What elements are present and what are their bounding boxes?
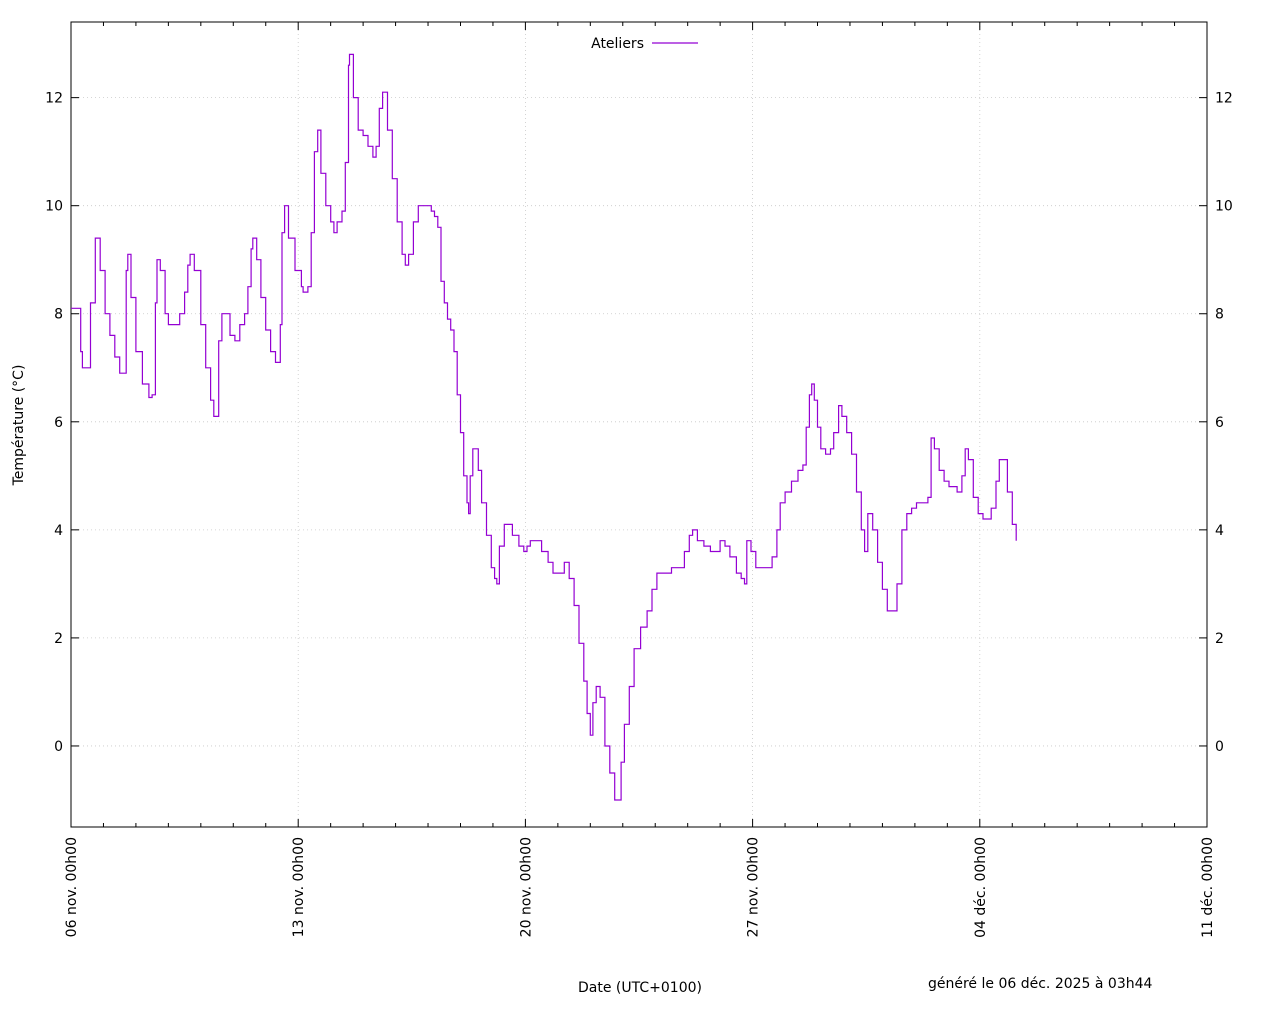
y-tick-label-right: 0 bbox=[1215, 739, 1224, 755]
y-tick-labels-left: 0 2 4 6 8 10 12 bbox=[45, 91, 63, 755]
grid bbox=[70, 22, 1208, 827]
y-tick-label-left: 2 bbox=[54, 631, 63, 647]
legend: Ateliers bbox=[591, 36, 698, 52]
y-tick-label-left: 10 bbox=[45, 199, 63, 215]
y-tick-label-left: 0 bbox=[54, 739, 63, 755]
y-tick-label-right: 4 bbox=[1215, 523, 1224, 539]
x-tick-label: 13 nov. 00h00 bbox=[291, 837, 307, 937]
axis-ticks bbox=[70, 22, 1208, 827]
y-tick-label-right: 6 bbox=[1215, 415, 1224, 431]
legend-label-ateliers: Ateliers bbox=[591, 36, 644, 52]
y-tick-label-left: 8 bbox=[54, 307, 63, 323]
y-tick-label-right: 2 bbox=[1215, 631, 1224, 647]
x-tick-label: 11 déc. 00h00 bbox=[1200, 837, 1216, 938]
y-tick-label-right: 8 bbox=[1215, 307, 1224, 323]
plot-border bbox=[70, 21, 1208, 828]
y-tick-label-left: 6 bbox=[54, 415, 63, 431]
series-line-ateliers bbox=[71, 53, 1017, 801]
y-tick-label-left: 12 bbox=[45, 91, 63, 107]
y-tick-labels-right: 0 2 4 6 8 10 12 bbox=[1215, 91, 1233, 755]
y-tick-label-right: 10 bbox=[1215, 199, 1233, 215]
x-tick-labels: 06 nov. 00h00 13 nov. 00h00 20 nov. 00h00 2… bbox=[64, 837, 1216, 938]
generated-timestamp: généré le 06 déc. 2025 à 03h44 bbox=[928, 976, 1153, 992]
x-tick-label: 27 nov. 00h00 bbox=[746, 837, 762, 937]
y-tick-label-left: 4 bbox=[54, 523, 63, 539]
x-tick-label: 06 nov. 00h00 bbox=[64, 837, 80, 937]
y-tick-label-right: 12 bbox=[1215, 91, 1233, 107]
y-axis-label: Température (°C) bbox=[11, 365, 27, 487]
x-axis-label: Date (UTC+0100) bbox=[578, 980, 702, 996]
x-tick-label: 20 nov. 00h00 bbox=[518, 837, 534, 937]
x-tick-label: 04 déc. 00h00 bbox=[973, 837, 989, 938]
